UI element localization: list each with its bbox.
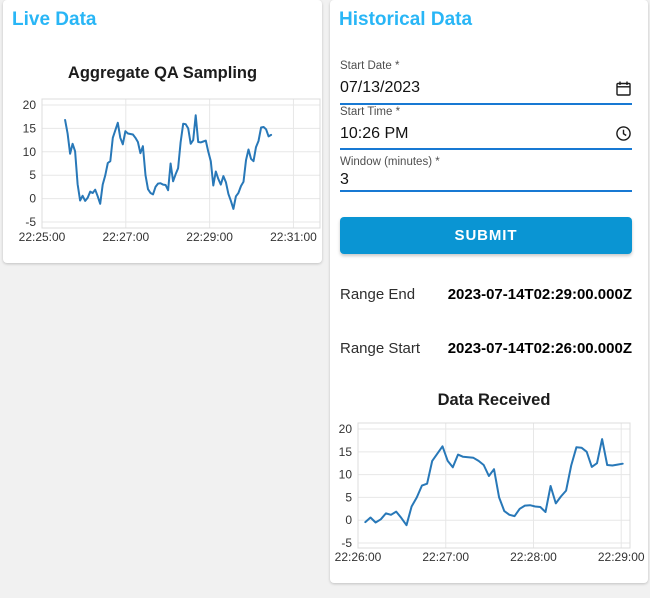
live-data-header: Live Data	[12, 9, 97, 30]
range-start-value: 2023-07-14T02:26:00.000Z	[447, 340, 632, 357]
clock-icon[interactable]	[615, 125, 632, 142]
svg-text:22:27:00: 22:27:00	[102, 230, 149, 244]
svg-text:22:31:00: 22:31:00	[270, 230, 317, 244]
svg-text:22:26:00: 22:26:00	[335, 550, 382, 564]
svg-text:0: 0	[29, 192, 36, 206]
svg-text:-5: -5	[25, 215, 36, 229]
svg-text:5: 5	[29, 168, 36, 182]
historical-data-header: Historical Data	[339, 9, 473, 30]
svg-text:0: 0	[345, 513, 352, 527]
range-end-value: 2023-07-14T02:29:00.000Z	[447, 286, 632, 303]
start-time-row	[340, 119, 632, 150]
start-time-field-group: Start Time *	[340, 105, 632, 150]
live-line-chart: -5 0 5 10 15 20 22:25:00 22:27:00 22:29:00 22:31:…	[19, 98, 321, 244]
start-time-label: Start Time *	[340, 106, 401, 118]
start-date-field-group: Start Date *	[340, 59, 632, 105]
received-line-chart: -5 0 5 10 15 20 22:26:00 22:27:00 22:28:00 22:29:…	[335, 422, 645, 564]
svg-text:15: 15	[23, 121, 37, 135]
svg-text:22:28:00: 22:28:00	[510, 550, 557, 564]
svg-text:22:29:00: 22:29:00	[598, 550, 645, 564]
historical-data-panel: Historical Data Start Date * Start Time …	[330, 0, 648, 583]
submit-button[interactable]: SUBMIT	[340, 217, 632, 254]
live-chart-title: Aggregate QA Sampling	[67, 64, 258, 82]
svg-text:5: 5	[345, 490, 352, 504]
window-minutes-field-group: Window (minutes) *	[340, 155, 632, 192]
svg-text:20: 20	[339, 422, 353, 436]
range-end-label: Range End	[340, 286, 416, 303]
window-minutes-row	[340, 169, 632, 192]
start-date-row	[340, 73, 632, 105]
start-date-label: Start Date *	[340, 60, 400, 72]
svg-text:22:25:00: 22:25:00	[19, 230, 66, 244]
live-data-panel: Live Data Aggregate QA Sampling -5 0 5 10 15…	[3, 0, 322, 263]
range-end-row: Range End 2023-07-14T02:29:00.000Z	[340, 286, 632, 303]
svg-text:22:27:00: 22:27:00	[422, 550, 469, 564]
svg-text:22:29:00: 22:29:00	[186, 230, 233, 244]
svg-text:10: 10	[339, 468, 353, 482]
start-date-input[interactable]	[340, 79, 609, 97]
start-time-input[interactable]	[340, 124, 609, 143]
svg-text:20: 20	[23, 98, 37, 112]
window-minutes-label: Window (minutes) *	[340, 156, 440, 168]
svg-text:15: 15	[339, 445, 353, 459]
range-start-label: Range Start	[340, 340, 421, 357]
svg-text:-5: -5	[341, 536, 352, 550]
calendar-icon[interactable]	[615, 80, 632, 97]
window-minutes-input[interactable]	[340, 170, 632, 189]
svg-text:10: 10	[23, 145, 37, 159]
received-chart-title: Data Received	[437, 391, 551, 409]
range-start-row: Range Start 2023-07-14T02:26:00.000Z	[340, 340, 632, 357]
